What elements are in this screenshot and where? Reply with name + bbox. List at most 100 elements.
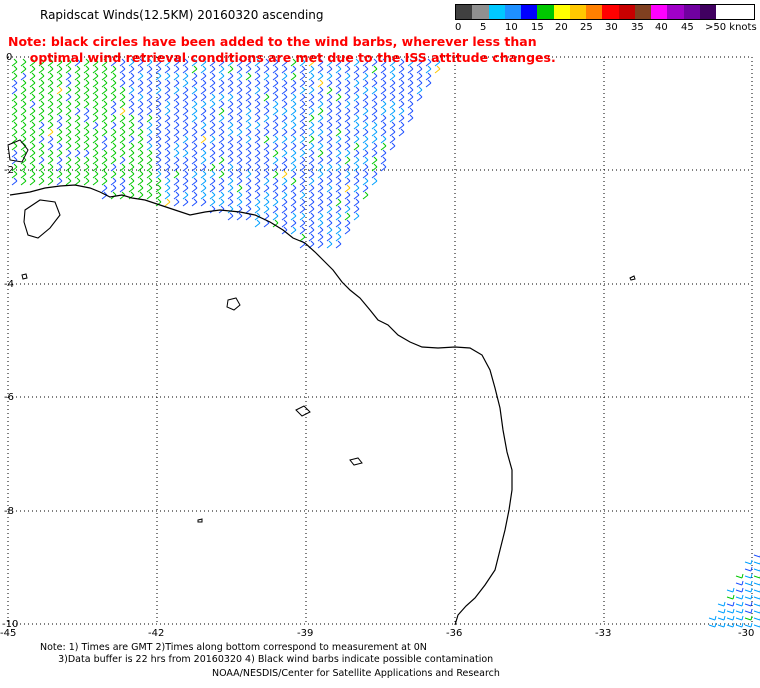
wind-barb [326,149,333,158]
wind-barb [155,72,162,81]
wind-barb [308,212,315,221]
wind-barb [119,128,126,137]
wind-barb [398,65,405,74]
wind-barb [308,191,315,200]
wind-barb [155,100,162,109]
wind-barb [56,93,63,102]
wind-barb [182,79,189,88]
wind-barb [335,142,342,151]
wind-barb [128,163,135,172]
wind-barb [290,58,297,67]
wind-barb [263,177,270,186]
wind-barb [272,205,279,214]
wind-barb [218,184,225,193]
wind-barb [218,114,225,123]
wind-barb [65,79,72,88]
wind-barb [191,191,198,200]
wind-barb [218,135,225,144]
wind-barb [299,128,306,137]
wind-barb [371,121,378,130]
wind-barb [753,624,760,628]
wind-barb [191,107,198,116]
wind-barb [335,191,342,200]
island-small-1 [295,405,311,417]
wind-barb [281,177,288,186]
wind-barb [326,93,333,102]
wind-barb [83,177,90,186]
wind-barb [263,149,270,158]
wind-barb [164,58,171,67]
wind-barb [416,93,423,102]
wind-barb [362,177,369,186]
wind-barb [92,58,99,67]
wind-barb [272,170,279,179]
wind-barb [290,121,297,130]
wind-barb [335,240,342,249]
wind-barb [317,184,324,193]
wind-barb [173,156,180,165]
wind-barb [362,128,369,137]
wind-barb [173,79,180,88]
wind-barb [308,156,315,165]
wind-barb [38,149,45,158]
wind-barb [47,100,54,109]
wind-barb [218,79,225,88]
wind-barb [47,170,54,179]
wind-barb [335,58,342,67]
wind-barb [254,170,261,179]
wind-barb [326,121,333,130]
wind-barb [317,149,324,158]
wind-barb [110,93,117,102]
legend-swatch [651,5,668,19]
wind-barb [353,72,360,81]
wind-barb [245,142,252,151]
wind-barb [155,156,162,165]
legend-swatch [553,5,570,19]
wind-barb [317,72,324,81]
wind-barb [753,589,760,593]
wind-barb [101,184,108,193]
wind-barb [92,128,99,137]
wind-barb [227,198,234,207]
wind-barb [272,86,279,95]
wind-speed-legend: 0 5 10 15 20 25 30 35 40 45 >50 knots [455,4,757,34]
wind-barb [245,156,252,165]
wind-barb [254,142,261,151]
wind-barb [344,170,351,179]
wind-barb [371,65,378,74]
wind-barb [744,608,753,614]
wind-barb [245,177,252,186]
wind-barb [344,79,351,88]
wind-barb [128,58,135,67]
wind-barb [191,198,198,207]
wind-barb [101,156,108,165]
wind-barb [753,596,760,600]
wind-barb [726,615,735,621]
wind-barb [209,149,216,158]
wind-barb [47,135,54,144]
wind-barb [335,226,342,235]
wind-barb [20,114,27,123]
wind-barb [227,100,234,109]
wind-barb [290,212,297,221]
wind-barb [128,100,135,109]
wind-barb [281,86,288,95]
legend-labels: 0 5 10 15 20 25 30 35 40 45 >50 knots [455,20,757,34]
wind-barb [245,121,252,130]
wind-barb [272,65,279,74]
wind-barb [164,79,171,88]
wind-barb [56,86,63,95]
wind-barb [308,72,315,81]
wind-barb [65,177,72,186]
wind-barb [155,93,162,102]
wind-barb [389,72,396,81]
wind-barb [146,121,153,130]
wind-barb [371,149,378,158]
wind-barb [744,559,753,565]
wind-barb [119,156,126,165]
wind-barb [362,58,369,67]
wind-barb [344,184,351,193]
wind-barb [38,72,45,81]
wind-barb [263,191,270,200]
wind-barb [398,107,405,116]
